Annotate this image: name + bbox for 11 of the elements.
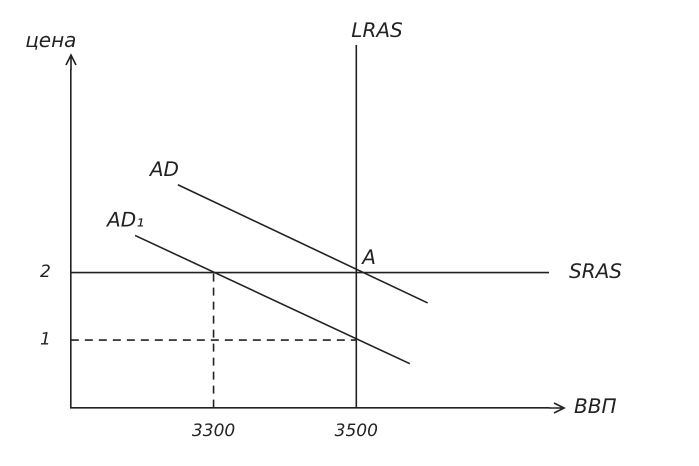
y-tick-label: 1	[40, 330, 51, 350]
x-tick-label: 3300	[192, 421, 236, 442]
y-axis-title: цена	[25, 28, 76, 52]
ref-line-label: LRAS	[351, 18, 404, 42]
x-tick-label: 3500	[334, 421, 378, 442]
annotation: A	[360, 244, 376, 269]
series-label: AD	[148, 156, 179, 181]
ref-line-label: SRAS	[569, 258, 622, 283]
y-tick-label: 2	[40, 262, 51, 282]
series-label: AD₁	[105, 208, 144, 232]
x-axis-title: ВВП	[574, 394, 616, 418]
